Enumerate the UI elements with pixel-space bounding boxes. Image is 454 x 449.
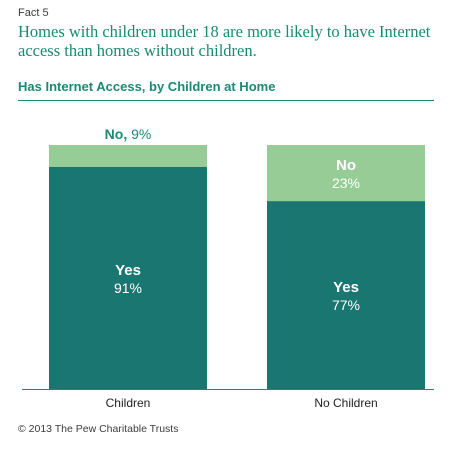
category-tick-label: Children xyxy=(106,396,151,410)
bar-no-segment xyxy=(267,145,425,202)
bar-no-segment xyxy=(49,145,207,167)
headline: Homes with children under 18 are more li… xyxy=(18,22,431,60)
yes-data-label: 77% xyxy=(332,297,360,313)
category-tick-label: No Children xyxy=(314,396,377,410)
yes-series-label: Yes xyxy=(115,262,141,279)
bar-yes-segment xyxy=(49,166,207,389)
fact-label: Fact 5 xyxy=(18,7,49,19)
yes-data-label: 91% xyxy=(114,280,142,296)
bar-yes-segment xyxy=(267,201,425,389)
yes-series-label: Yes xyxy=(333,279,359,296)
no-series-label: No xyxy=(336,157,356,174)
no-series-label: No, xyxy=(105,126,128,142)
title-divider xyxy=(18,100,434,101)
no-data-label: 9% xyxy=(127,126,151,142)
copyright: © 2013 The Pew Charitable Trusts xyxy=(18,423,179,435)
no-outside-label: No, 9% xyxy=(105,126,152,142)
no-data-label: 23% xyxy=(332,175,360,191)
chart-title: Has Internet Access, by Children at Home xyxy=(18,79,276,94)
